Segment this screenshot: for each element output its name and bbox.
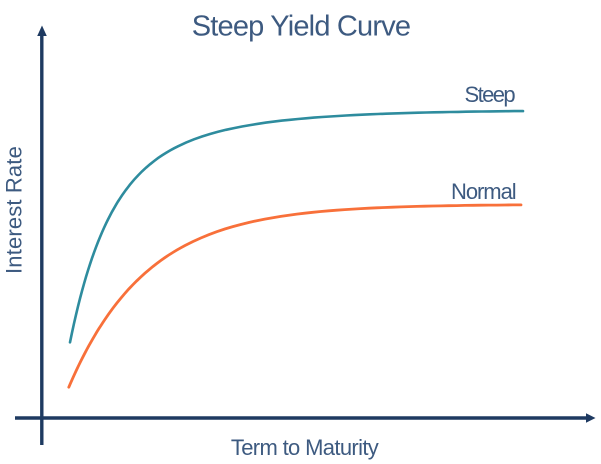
svg-text:Normal: Normal — [451, 179, 516, 204]
svg-text:Interest Rate: Interest Rate — [2, 146, 27, 274]
svg-text:Steep Yield Curve: Steep Yield Curve — [192, 11, 411, 43]
svg-text:Steep: Steep — [465, 82, 516, 107]
svg-text:Term to Maturity: Term to Maturity — [231, 435, 379, 460]
